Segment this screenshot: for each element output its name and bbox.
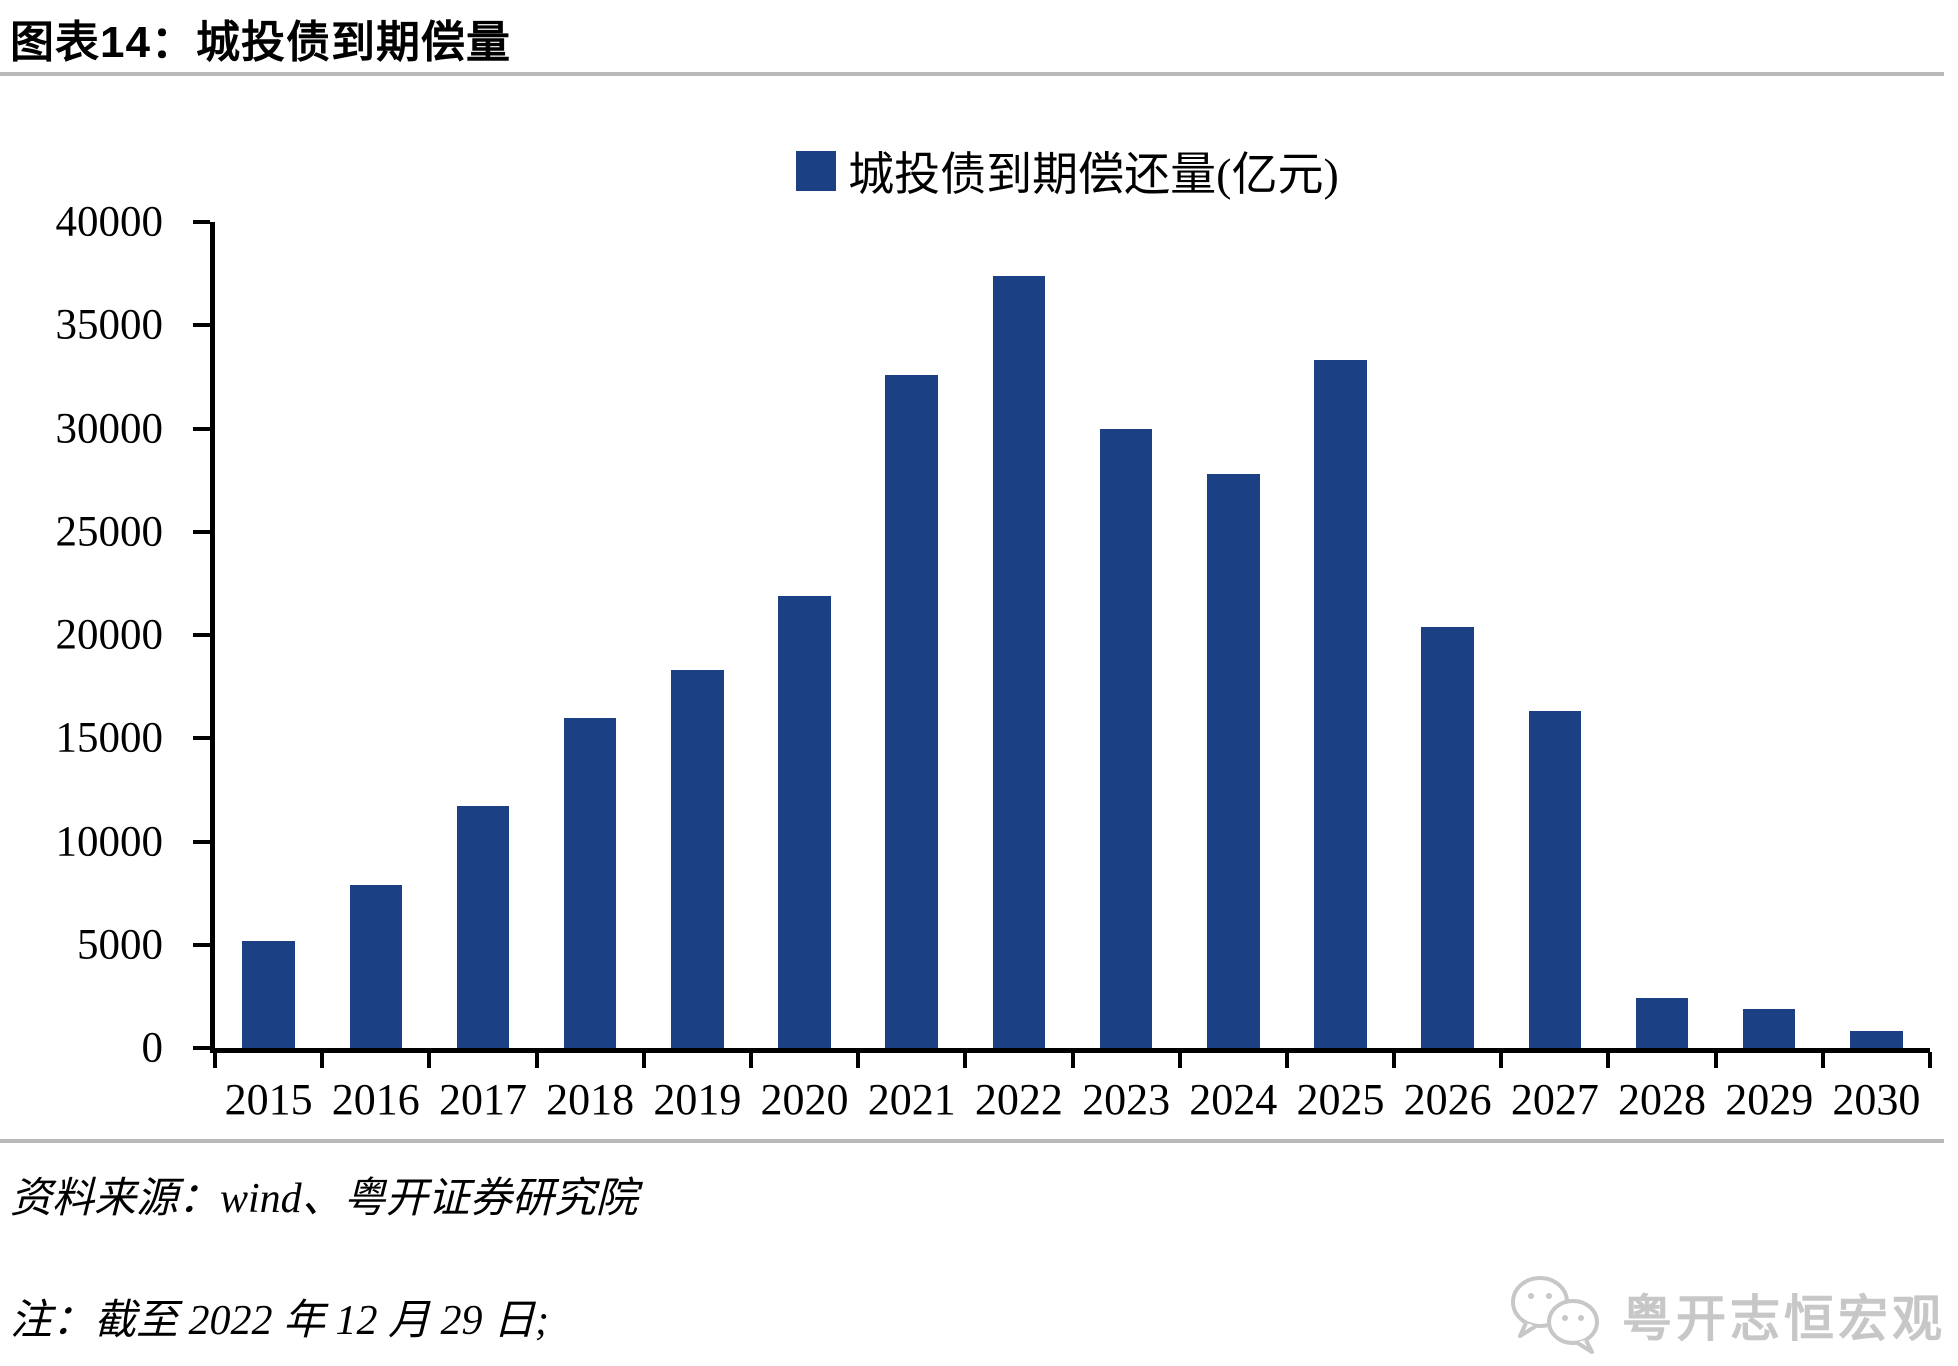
footnote: 注：截至 2022 年 12 月 29 日;	[10, 1298, 549, 1344]
bar-slot-2025	[1287, 222, 1394, 1048]
bar-slot-2029	[1716, 222, 1823, 1048]
y-axis-tick	[193, 942, 210, 947]
y-axis-tick	[193, 529, 210, 534]
x-axis-tick	[1284, 1052, 1289, 1068]
x-axis-label-2017: 2017	[438, 1075, 527, 1124]
bar-2023	[1099, 428, 1153, 1048]
y-axis-label-5000: 5000	[77, 921, 163, 969]
y-axis-label-40000: 40000	[55, 198, 164, 246]
x-axis-label-2021: 2021	[867, 1075, 956, 1124]
y-axis-label-30000: 30000	[55, 405, 164, 452]
x-axis-label-2025: 2025	[1296, 1075, 1385, 1124]
source-note: 资料来源：wind、粤开证券研究院	[10, 1176, 638, 1222]
bar-slot-2018	[537, 222, 644, 1048]
bar-2018	[563, 717, 617, 1048]
bar-slot-2016	[322, 222, 429, 1048]
bar-slot-2026	[1394, 222, 1501, 1048]
x-axis-tick	[1713, 1052, 1718, 1068]
x-axis-tick	[320, 1052, 325, 1068]
x-axis-label-2029: 2029	[1725, 1075, 1814, 1124]
bar-2029	[1742, 1008, 1796, 1048]
bar-2022	[992, 275, 1046, 1048]
x-axis-tick	[1820, 1052, 1825, 1068]
bar-2021	[885, 374, 938, 1048]
x-axis-tick	[427, 1052, 432, 1068]
bar-2015	[242, 940, 295, 1048]
legend-swatch	[796, 151, 837, 191]
bar-slot-2015	[215, 222, 322, 1048]
x-axis-label-2028: 2028	[1618, 1075, 1707, 1124]
y-axis-label-10000: 10000	[55, 818, 164, 865]
x-axis-tick	[856, 1052, 861, 1068]
bar-2030	[1850, 1031, 1903, 1048]
y-axis-label-0: 0	[141, 1024, 164, 1072]
x-axis-label-2023: 2023	[1082, 1075, 1171, 1124]
x-axis-label-2024: 2024	[1189, 1075, 1278, 1124]
x-axis-tick	[963, 1052, 968, 1068]
bar-slot-2022	[965, 222, 1072, 1048]
y-axis-tick	[193, 839, 210, 844]
bar-2025	[1314, 360, 1367, 1048]
x-axis-tick	[1392, 1052, 1397, 1068]
bar-slot-2019	[644, 222, 751, 1048]
x-axis-tick	[748, 1052, 753, 1068]
bar-slot-2028	[1608, 222, 1715, 1048]
title-divider	[0, 72, 1944, 76]
brand-watermark: 粤开志恒宏观	[1504, 1272, 1946, 1358]
x-axis-labels: 2015 2016 2017 2018 2019 2020 2021 2022 2023 2024…	[215, 1078, 1930, 1122]
x-axis-tick	[213, 1052, 217, 1068]
y-axis-tick	[193, 736, 210, 741]
bar-2024	[1207, 473, 1260, 1048]
brand-name: 粤开志恒宏观	[1622, 1291, 1946, 1347]
y-axis-tick	[193, 1046, 210, 1050]
bar-2019	[671, 670, 724, 1048]
x-axis-label-2015: 2015	[224, 1075, 313, 1124]
x-axis-label-2022: 2022	[974, 1075, 1063, 1124]
x-axis-tick	[1928, 1052, 1932, 1068]
bar-slot-2020	[751, 222, 858, 1048]
x-axis-tick	[534, 1052, 539, 1068]
y-axis-label-25000: 25000	[55, 508, 164, 556]
y-axis-label-35000: 35000	[55, 301, 164, 349]
x-axis-label-2027: 2027	[1510, 1075, 1599, 1124]
x-axis-label-2026: 2026	[1403, 1075, 1492, 1124]
x-axis-tick	[1070, 1052, 1075, 1068]
y-axis-tick	[193, 323, 210, 328]
x-axis-tick	[641, 1052, 646, 1068]
bar-slot-2021	[858, 222, 965, 1048]
bar-slot-2017	[429, 222, 536, 1048]
legend-label: 城投债到期偿还量(亿元)	[848, 149, 1339, 200]
chart-bottom-divider	[0, 1139, 1944, 1143]
chart-legend: 城投债到期偿还量(亿元)	[210, 138, 1925, 204]
bar-2016	[349, 884, 403, 1048]
x-axis-tick	[1499, 1052, 1504, 1068]
y-axis-tick	[193, 220, 210, 224]
bar-2027	[1528, 711, 1582, 1048]
bar-series	[215, 222, 1930, 1048]
x-axis-label-2020: 2020	[760, 1075, 849, 1124]
y-axis-label-15000: 15000	[55, 714, 164, 762]
bar-slot-2024	[1180, 222, 1287, 1048]
plot-area: 0 5000 10000 15000 20000 25000 30000 35000 40000…	[56, 201, 1932, 1122]
page-title: 图表14：城投债到期偿量	[10, 18, 511, 67]
bar-slot-2030	[1823, 222, 1930, 1048]
bar-2028	[1635, 998, 1689, 1048]
bar-2017	[456, 806, 510, 1048]
wechat-icon	[1504, 1272, 1608, 1358]
x-axis-label-2019: 2019	[653, 1075, 742, 1124]
x-axis-tick	[1606, 1052, 1611, 1068]
x-axis-tick	[1177, 1052, 1182, 1068]
y-axis-tick	[193, 633, 210, 637]
x-axis-label-2018: 2018	[546, 1075, 635, 1124]
bar-slot-2023	[1073, 222, 1180, 1048]
bar-2020	[778, 595, 831, 1048]
bar-slot-2027	[1501, 222, 1608, 1048]
y-axis-tick	[193, 426, 210, 431]
bar-2026	[1421, 626, 1474, 1048]
y-axis-label-20000: 20000	[55, 611, 164, 659]
x-axis-label-2030: 2030	[1832, 1075, 1921, 1124]
x-axis-label-2016: 2016	[331, 1075, 420, 1124]
